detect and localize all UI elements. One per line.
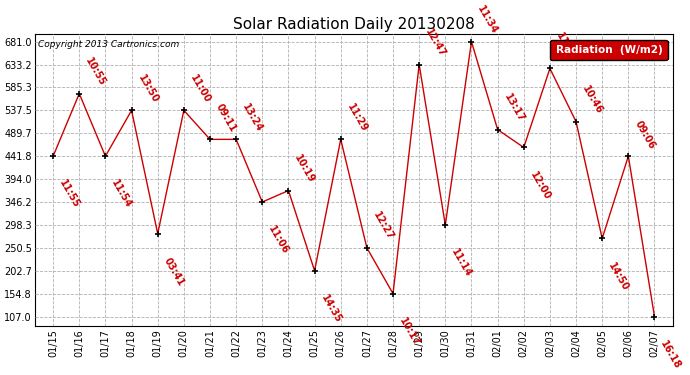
Text: 12:00: 12:00 (528, 170, 552, 201)
Text: 14:35: 14:35 (319, 293, 343, 325)
Text: 14:50: 14:50 (607, 261, 631, 292)
Legend: Radiation  (W/m2): Radiation (W/m2) (551, 40, 668, 60)
Text: 12:47: 12:47 (424, 27, 448, 59)
Title: Solar Radiation Daily 20130208: Solar Radiation Daily 20130208 (233, 17, 475, 32)
Text: Copyright 2013 Cartronics.com: Copyright 2013 Cartronics.com (38, 40, 179, 49)
Text: 11:45: 11:45 (554, 31, 578, 63)
Text: 12:27: 12:27 (371, 210, 395, 242)
Text: 13:50: 13:50 (136, 73, 160, 105)
Text: 10:55: 10:55 (83, 56, 108, 88)
Text: 09:06: 09:06 (633, 119, 657, 151)
Text: 11:34: 11:34 (475, 4, 500, 36)
Text: 16:18: 16:18 (659, 339, 683, 371)
Text: 13:17: 13:17 (502, 92, 526, 124)
Text: 10:46: 10:46 (580, 84, 604, 116)
Text: 10:19: 10:19 (293, 153, 317, 185)
Text: 09:11: 09:11 (214, 102, 238, 134)
Text: 11:29: 11:29 (345, 102, 369, 134)
Text: 10:17: 10:17 (397, 316, 422, 348)
Text: 11:55: 11:55 (57, 178, 81, 210)
Text: 11:06: 11:06 (266, 224, 290, 256)
Text: 11:00: 11:00 (188, 73, 213, 105)
Text: 13:24: 13:24 (240, 102, 264, 134)
Text: 11:14: 11:14 (449, 247, 473, 279)
Text: 03:41: 03:41 (162, 256, 186, 288)
Text: 11:54: 11:54 (110, 178, 134, 210)
